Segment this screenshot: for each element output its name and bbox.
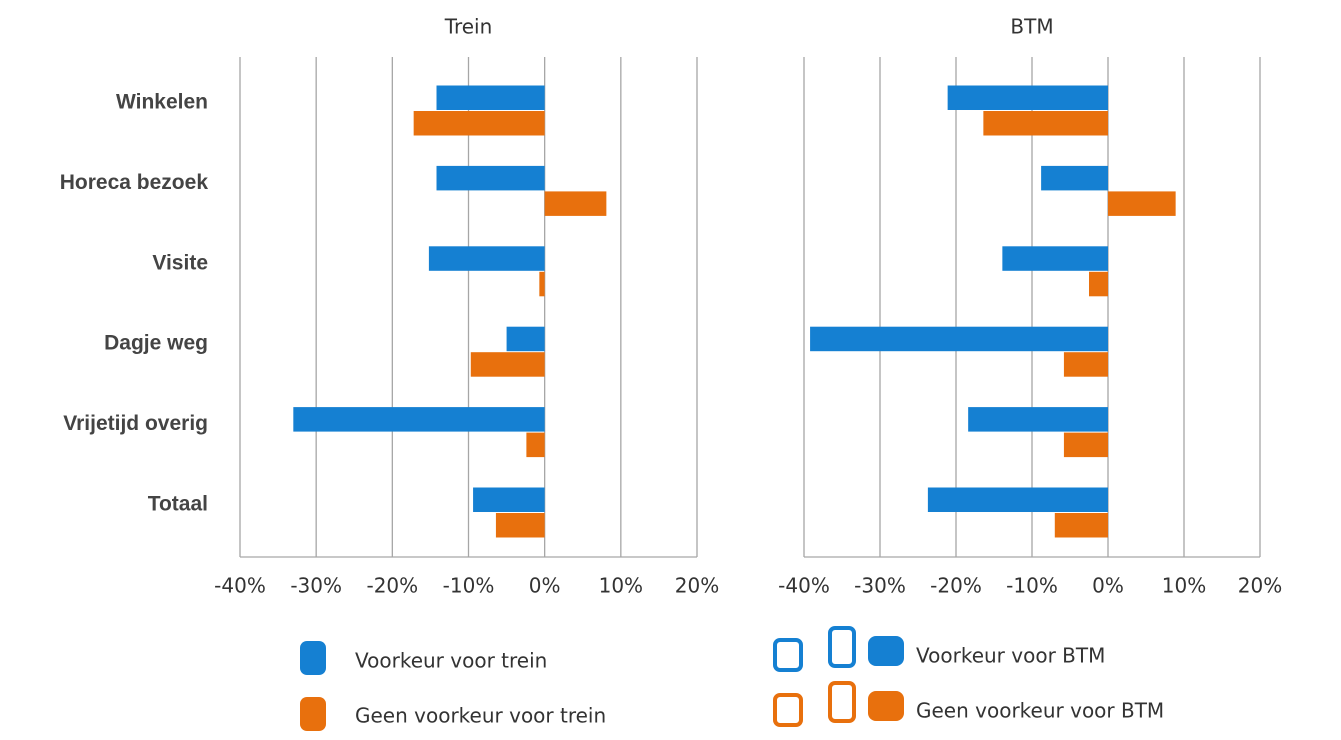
bar xyxy=(983,111,1108,136)
bar xyxy=(436,85,545,110)
category-group: Totaal xyxy=(927,487,1108,538)
bar xyxy=(436,165,545,191)
bar xyxy=(506,326,545,352)
category-group: Horeca bezoek xyxy=(1041,165,1176,216)
y-tick-label: Dagje weg xyxy=(104,332,208,355)
legend-label: Geen voorkeur voor trein xyxy=(355,704,606,728)
category-group xyxy=(473,487,545,538)
bar xyxy=(947,85,1108,110)
bar xyxy=(473,487,545,512)
y-tick-label: Visite xyxy=(152,251,208,274)
x-tick-label: 0% xyxy=(1092,574,1124,598)
legend-icons xyxy=(300,626,904,731)
x-tick-label: 0% xyxy=(529,574,561,598)
legend-label: Voorkeur voor BTM xyxy=(916,644,1105,668)
bar xyxy=(1054,513,1108,538)
bar xyxy=(1089,271,1108,297)
y-tick-label: Winkelen xyxy=(116,91,208,114)
bar xyxy=(428,246,545,271)
category-group xyxy=(293,407,545,458)
bar xyxy=(810,326,1108,352)
category-group xyxy=(428,246,545,297)
category-group: Winkelen xyxy=(947,85,1108,136)
legend-label: Voorkeur voor trein xyxy=(355,649,547,673)
bar xyxy=(1063,432,1108,458)
bar xyxy=(968,407,1108,432)
x-tick-label: -20% xyxy=(366,574,418,598)
category-group xyxy=(436,165,607,216)
bar xyxy=(526,432,545,458)
bar xyxy=(539,271,545,297)
bar xyxy=(470,352,545,377)
x-tick-label: -20% xyxy=(930,574,982,598)
bar xyxy=(1108,191,1176,216)
x-tick-label: -30% xyxy=(854,574,906,598)
x-tick-label: 10% xyxy=(599,574,643,598)
x-tick-label: -40% xyxy=(214,574,266,598)
x-tick-label: 20% xyxy=(1238,574,1282,598)
legend-label: Geen voorkeur voor BTM xyxy=(916,699,1164,723)
category-group xyxy=(470,326,545,377)
bar xyxy=(1041,165,1108,191)
bar xyxy=(293,407,545,432)
y-tick-label: Horeca bezoek xyxy=(60,171,209,194)
x-tick-label: 10% xyxy=(1162,574,1206,598)
x-tick-label: 20% xyxy=(675,574,719,598)
bar xyxy=(413,111,545,136)
x-tick-label: -10% xyxy=(443,574,495,598)
x-tick-label: -30% xyxy=(290,574,342,598)
y-tick-label: Totaal xyxy=(148,493,208,516)
category-group: Visite xyxy=(1002,246,1108,297)
y-tick-label: Vrijetijd overig xyxy=(63,412,208,435)
category-group: Dagje weg xyxy=(810,326,1108,377)
x-tick-label: -10% xyxy=(1006,574,1058,598)
bar xyxy=(544,191,607,216)
bar xyxy=(927,487,1108,512)
bar xyxy=(495,513,545,538)
chart-title: BTM xyxy=(1010,15,1053,39)
category-group xyxy=(413,85,545,136)
x-tick-label: -40% xyxy=(778,574,830,598)
bar xyxy=(1002,246,1108,271)
category-group: Vrijetijd overig xyxy=(968,407,1108,458)
bar xyxy=(1063,352,1108,377)
chart-title: Trein xyxy=(444,15,493,39)
